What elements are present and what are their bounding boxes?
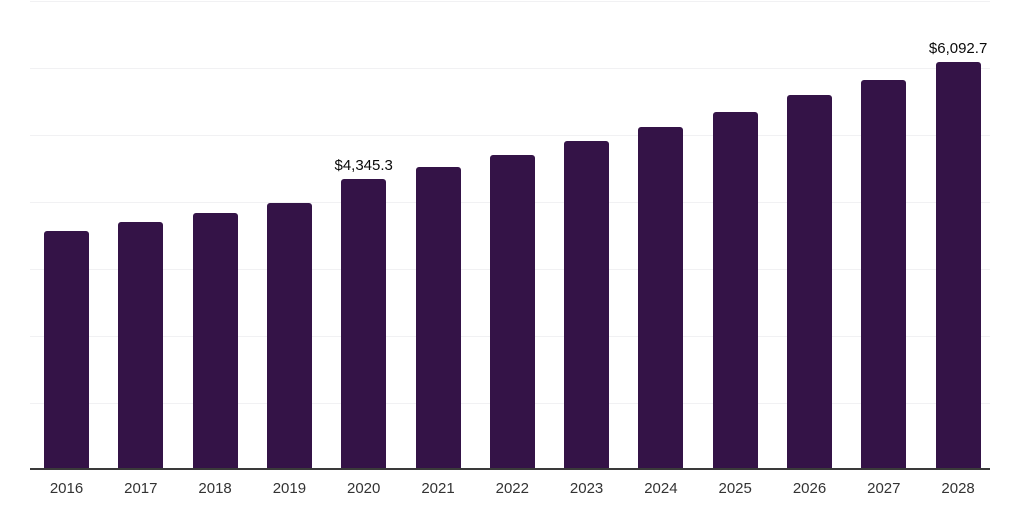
data-label-2028: $6,092.7 bbox=[928, 40, 988, 57]
bar-2024[interactable] bbox=[638, 127, 684, 470]
bar-2026[interactable] bbox=[787, 95, 832, 470]
bar-2027[interactable] bbox=[861, 80, 907, 470]
bar-2028[interactable] bbox=[935, 62, 981, 470]
gridline bbox=[30, 135, 990, 136]
bar-2018[interactable] bbox=[192, 213, 238, 470]
x-tick-label-2017: 2017 bbox=[124, 480, 158, 497]
bar-2023[interactable] bbox=[564, 141, 610, 470]
x-tick-label-2016: 2016 bbox=[49, 480, 84, 497]
x-axis-line bbox=[30, 468, 990, 470]
x-tick-label-2021: 2021 bbox=[421, 480, 455, 497]
x-tick-label-2025: 2025 bbox=[718, 480, 752, 497]
bar-2019[interactable] bbox=[266, 203, 312, 470]
x-axis-labels: 2016 2017 2018 2019 2020 2021 2022 2023 2024 2025… bbox=[30, 480, 990, 504]
bar-2017[interactable] bbox=[118, 222, 164, 470]
x-tick-label-2023: 2023 bbox=[569, 480, 604, 497]
x-tick-label-2028: 2028 bbox=[941, 480, 975, 497]
bar-2025[interactable] bbox=[712, 112, 758, 470]
plot-area: $4,345.3 $6,092.7 bbox=[30, 0, 990, 470]
gridline bbox=[30, 68, 990, 69]
bar-2021[interactable] bbox=[415, 167, 461, 470]
bar-2020[interactable] bbox=[341, 179, 387, 470]
x-tick-label-2024: 2024 bbox=[644, 480, 678, 497]
x-tick-label-2020: 2020 bbox=[347, 480, 381, 497]
bar-2016[interactable] bbox=[44, 231, 89, 470]
x-tick-label-2026: 2026 bbox=[792, 480, 827, 497]
x-tick-label-2022: 2022 bbox=[495, 480, 529, 497]
x-tick-label-2018: 2018 bbox=[198, 480, 232, 497]
data-label-2020: $4,345.3 bbox=[334, 157, 393, 174]
x-tick-label-2027: 2027 bbox=[867, 480, 901, 497]
gridline bbox=[30, 1, 990, 2]
bar-2022[interactable] bbox=[489, 155, 535, 470]
x-tick-label-2019: 2019 bbox=[272, 480, 307, 497]
